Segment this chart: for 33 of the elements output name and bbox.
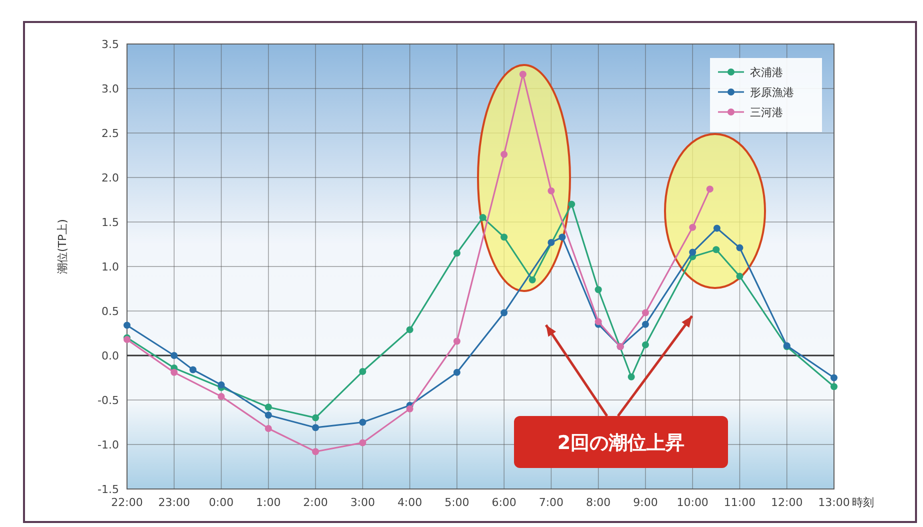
legend-label: 三河港 bbox=[750, 106, 783, 119]
x-tick-label: 1:00 bbox=[256, 496, 281, 509]
x-tick-label: 9:00 bbox=[633, 496, 658, 509]
y-tick-label: -1.0 bbox=[98, 438, 119, 452]
x-tick-label: 11:00 bbox=[724, 496, 756, 509]
x-tick-label: 3:00 bbox=[350, 496, 376, 509]
y-tick-label: 1.5 bbox=[102, 216, 119, 229]
y-tick-label: 1.0 bbox=[102, 260, 119, 274]
y-tick-label: -1.5 bbox=[98, 483, 119, 496]
y-tick-label: 2.5 bbox=[102, 127, 119, 140]
x-tick-label: 10:00 bbox=[676, 496, 708, 509]
y-tick-label: 2.0 bbox=[102, 172, 119, 184]
x-tick-label: 8:00 bbox=[586, 496, 611, 509]
x-tick-label: 2:00 bbox=[303, 496, 328, 509]
x-tick-label: 23:00 bbox=[158, 496, 190, 509]
y-tick-label: 3.0 bbox=[102, 82, 119, 96]
y-tick-label: 3.5 bbox=[102, 38, 119, 51]
x-tick-label: 7:00 bbox=[538, 496, 564, 509]
x-tick-label: 22:00 bbox=[111, 496, 143, 509]
x-tick-label: 12:00 bbox=[771, 496, 803, 509]
annotation: 2回の潮位上昇 bbox=[557, 432, 685, 454]
x-tick-label: 4:00 bbox=[397, 496, 422, 509]
x-tick-label: 13:00 bbox=[818, 496, 850, 509]
x-tick-label: 6:00 bbox=[492, 496, 516, 509]
y-tick-label: 0.0 bbox=[102, 350, 119, 362]
x-tick-label: 5:00 bbox=[444, 496, 470, 509]
legend-label: 形原漁港 bbox=[750, 86, 794, 99]
x-axis-title: 時刻 bbox=[852, 496, 874, 509]
y-axis-title: 潮位(TP上) bbox=[56, 219, 69, 274]
y-tick-label: -0.5 bbox=[98, 394, 119, 407]
legend-label: 衣浦港 bbox=[750, 66, 783, 79]
x-tick-label: 0:00 bbox=[208, 496, 234, 509]
y-tick-label: 0.5 bbox=[102, 305, 119, 318]
